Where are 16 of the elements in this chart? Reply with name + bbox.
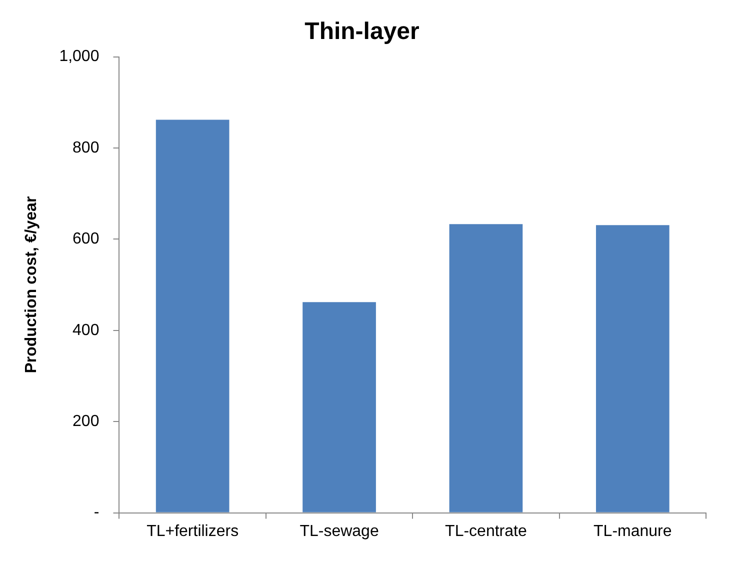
x-tick-label: TL-sewage [300,522,379,540]
bar [302,302,376,512]
y-tick-label: 600 [72,230,100,248]
x-tick-label: TL-manure [594,522,672,540]
x-tick-label: TL+fertilizers [146,522,239,540]
y-axis-title: Production cost, €/year [23,196,40,374]
y-tick-label: 1,000 [59,48,100,66]
y-tick-label: 200 [72,413,100,430]
chart-title: Thin-layer [304,18,420,46]
bar [596,225,670,512]
x-tick-label: TL-centrate [445,522,527,540]
bar [449,224,523,512]
y-tick-label: - [94,504,100,522]
y-tick-label: 800 [72,139,100,156]
y-tick-label: 400 [72,322,100,339]
bar [156,120,230,512]
